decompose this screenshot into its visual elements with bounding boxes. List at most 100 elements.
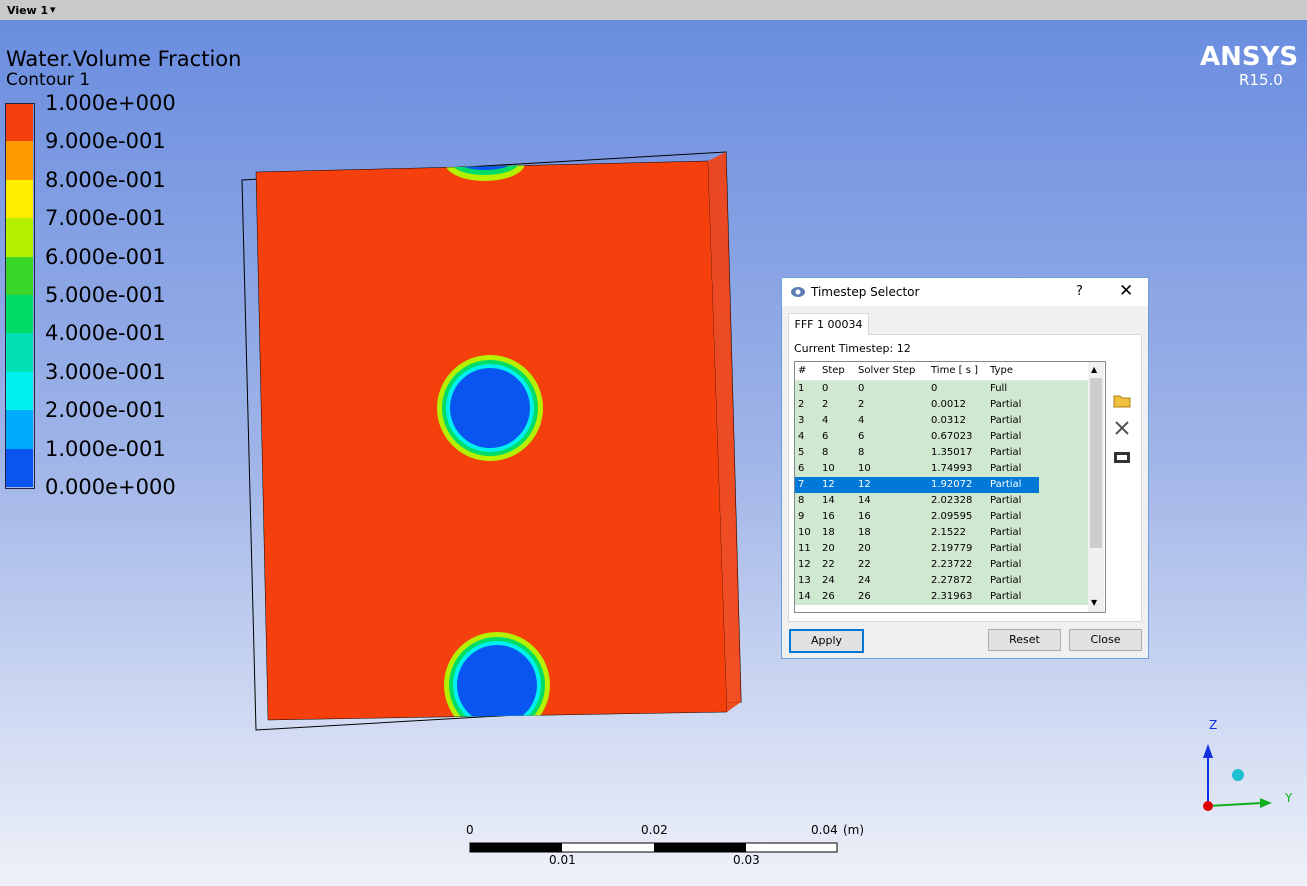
- dialog: Timestep Selector ? ✕ FFF 1 00034 Curren…: [781, 277, 1149, 659]
- legend-label: 3.000e-001: [45, 359, 166, 384]
- legend-band: [6, 141, 33, 181]
- scale-label: 0.03: [733, 853, 760, 867]
- row[interactable]: [795, 509, 1088, 525]
- row-bg: [1039, 477, 1088, 493]
- row[interactable]: [795, 381, 1088, 397]
- button[interactable]: Reset: [988, 629, 1061, 651]
- timestep-table: # Step Solver Step Time [ s ] Type 1 0 0 0 Full 2 2…: [794, 361, 1106, 613]
- cell: 10: [798, 527, 811, 538]
- cell: 6: [798, 463, 805, 474]
- cell: Partial: [990, 447, 1022, 458]
- cell: 8: [822, 447, 829, 458]
- legend-label: 5.000e-001: [45, 283, 166, 307]
- cell: 2.1522: [931, 527, 966, 538]
- cell: Partial: [990, 559, 1022, 570]
- cell: 1.92072: [931, 479, 973, 490]
- cell: 1: [798, 383, 805, 394]
- cell: 22: [822, 559, 835, 570]
- legend-label: 2.000e-001: [45, 398, 166, 423]
- column-header: #: [798, 365, 807, 376]
- legend-band: [6, 256, 33, 296]
- cell: Partial: [990, 511, 1022, 522]
- dialog-title: Timestep Selector: [811, 285, 920, 299]
- cell: 22: [858, 559, 871, 570]
- tab[interactable]: FFF 1 00034: [788, 313, 869, 335]
- row[interactable]: [795, 589, 1088, 605]
- legend-label: 4.000e-001: [45, 321, 166, 346]
- cell: Partial: [990, 527, 1022, 538]
- cell: Full: [990, 383, 1008, 394]
- legend-band: [6, 103, 33, 142]
- cell: 4: [858, 415, 865, 426]
- row[interactable]: [795, 461, 1088, 477]
- cell: 9: [798, 511, 805, 522]
- view-tab[interactable]: View 1: [7, 4, 49, 17]
- column-header: Time [ s ]: [931, 365, 979, 376]
- button[interactable]: Apply: [789, 629, 864, 653]
- cell: 6: [822, 431, 829, 442]
- cell: 20: [858, 543, 871, 554]
- cell: Partial: [990, 431, 1022, 442]
- cell: 4: [798, 431, 805, 442]
- legend-label: 9.000e-001: [45, 129, 166, 154]
- row[interactable]: [795, 429, 1088, 445]
- cell: 0.0312: [931, 415, 966, 426]
- cell: 20: [822, 543, 835, 554]
- cell: 2: [822, 399, 829, 410]
- row[interactable]: [795, 445, 1088, 461]
- cell: 2.09595: [931, 511, 973, 522]
- button[interactable]: Close: [1069, 629, 1142, 651]
- cell: Partial: [990, 479, 1022, 490]
- row[interactable]: [795, 573, 1088, 589]
- cell: 2.02328: [931, 495, 973, 506]
- scale-unit: (m): [843, 823, 865, 837]
- legend-title: Water.Volume Fraction: [6, 47, 242, 71]
- cell: 1.74993: [931, 463, 973, 474]
- scene: [241, 151, 1272, 853]
- scale-label: 0.04: [811, 823, 838, 837]
- help-button[interactable]: ?: [1076, 284, 1083, 299]
- row[interactable]: [795, 557, 1088, 573]
- cell: 13: [798, 575, 811, 586]
- cell: 26: [822, 591, 835, 602]
- column-header: Solver Step: [858, 365, 916, 376]
- row[interactable]: [795, 413, 1088, 429]
- cell: 8: [858, 447, 865, 458]
- cell: 26: [858, 591, 871, 602]
- cell: 16: [858, 511, 871, 522]
- legend-label: 8.000e-001: [45, 167, 166, 192]
- axis-label: Y: [1285, 791, 1293, 805]
- cell: 24: [858, 575, 871, 586]
- cell: 8: [798, 495, 805, 506]
- cell: 10: [858, 463, 871, 474]
- legend-frame: [5, 103, 35, 489]
- legend-band: [6, 371, 33, 411]
- legend-label: 7.000e-001: [45, 206, 166, 231]
- cell: 0: [822, 383, 829, 394]
- row[interactable]: [795, 493, 1088, 509]
- cell: Partial: [990, 591, 1022, 602]
- cell: 7: [798, 479, 805, 490]
- cell: 14: [798, 591, 811, 602]
- close-x[interactable]: ✕: [1119, 281, 1134, 301]
- column-header: Step: [822, 365, 845, 376]
- cell: Partial: [990, 463, 1022, 474]
- legend-band: [6, 179, 33, 219]
- legend-band: [6, 218, 33, 258]
- row[interactable]: [795, 397, 1088, 413]
- cell: 18: [858, 527, 871, 538]
- row-selected[interactable]: [795, 477, 1039, 493]
- brand: ANSYS: [1200, 42, 1299, 72]
- current-timestep: Current Timestep: 12: [794, 342, 911, 355]
- row[interactable]: [795, 525, 1088, 541]
- cell: 14: [858, 495, 871, 506]
- cell: 2.23722: [931, 559, 973, 570]
- row[interactable]: [795, 541, 1088, 557]
- legend-label: 1.000e+000: [45, 91, 176, 115]
- legend-label: 0.000e+000: [45, 475, 176, 499]
- column-header: Type: [990, 365, 1013, 376]
- scale-label: 0: [466, 823, 474, 837]
- legend-band: [6, 295, 33, 334]
- tool-icons[interactable]: [1112, 390, 1132, 465]
